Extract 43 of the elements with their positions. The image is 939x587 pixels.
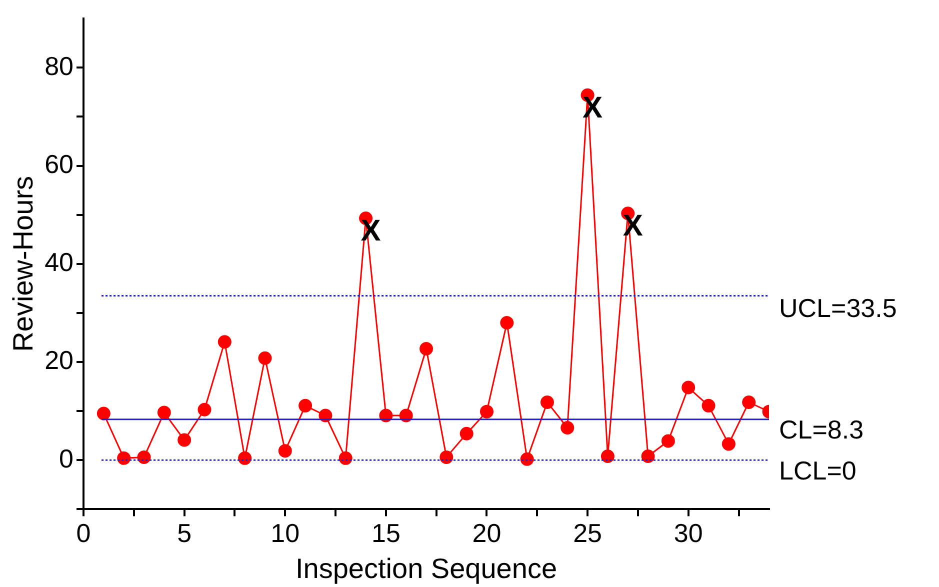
point <box>661 434 675 448</box>
y-tick-label: 80 <box>44 50 74 81</box>
x-axis-title: Inspection Sequence <box>295 552 558 584</box>
point <box>480 404 494 418</box>
point <box>500 316 514 330</box>
y-tick-label: 20 <box>44 345 74 376</box>
point <box>600 449 614 463</box>
y-tick-label: 0 <box>59 443 74 474</box>
ref-line-label: LCL=0 <box>779 455 856 486</box>
point <box>338 451 352 465</box>
point <box>742 396 756 409</box>
point <box>218 335 232 349</box>
ref-line-label: CL=8.3 <box>779 414 864 445</box>
point <box>520 452 534 466</box>
point <box>157 406 171 420</box>
ref-line-label: UCL=33.5 <box>779 292 897 323</box>
point <box>722 437 736 451</box>
point <box>540 396 554 409</box>
point <box>641 449 655 463</box>
point <box>117 451 131 465</box>
x-tick-label: 25 <box>573 518 602 548</box>
y-tick-label: 40 <box>44 247 74 278</box>
point <box>702 398 716 412</box>
point <box>137 450 151 464</box>
point <box>420 342 434 356</box>
point <box>198 402 212 416</box>
x-tick-label: 10 <box>270 518 300 548</box>
x-tick-label: 30 <box>674 518 703 548</box>
x-tick-label: 20 <box>472 518 502 548</box>
x-tick-label: 5 <box>177 518 192 548</box>
point <box>440 450 454 464</box>
point <box>298 398 312 412</box>
point <box>560 421 574 435</box>
point <box>96 406 110 420</box>
y-tick-label: 60 <box>44 148 74 179</box>
x-tick-label: 15 <box>371 518 400 548</box>
point <box>178 433 192 447</box>
point <box>278 444 292 458</box>
point <box>258 351 272 365</box>
point <box>682 380 696 394</box>
point <box>238 451 252 465</box>
y-axis-title: Review-Hours <box>8 176 39 352</box>
point <box>460 426 474 440</box>
